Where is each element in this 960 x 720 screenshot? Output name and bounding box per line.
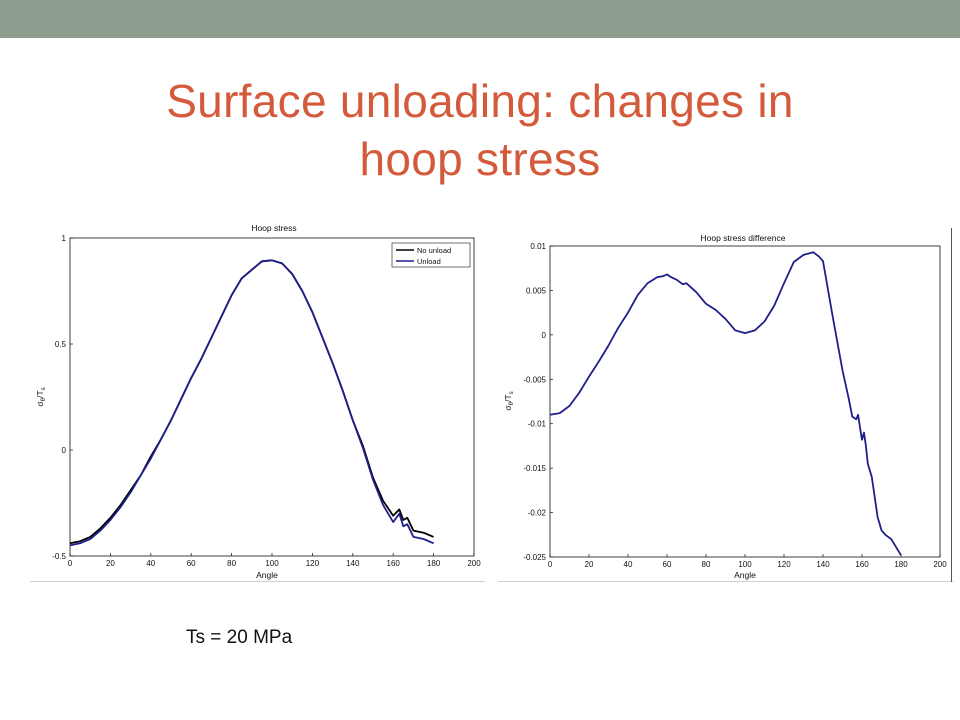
footnote: Ts = 20 MPa <box>186 627 293 648</box>
y-tick-label: 0.01 <box>530 242 546 251</box>
x-tick-label: 40 <box>146 559 155 568</box>
y-axis-label: σθ/Ts <box>35 387 47 406</box>
x-tick-label: 120 <box>777 560 791 569</box>
y-tick-label: 0 <box>62 446 67 455</box>
y-tick-label: 0.005 <box>526 286 547 295</box>
slide-title: Surface unloading: changes in hoop stres… <box>80 72 880 188</box>
hoop-stress-difference-chart: Hoop stress difference 0 20 40 60 80 100 120 14… <box>498 228 953 582</box>
y-tick-label: 0.5 <box>55 340 67 349</box>
y-axis-label: σθ/Ts <box>503 391 515 410</box>
x-tick-label: 180 <box>427 559 441 568</box>
x-tick-label: 60 <box>663 560 672 569</box>
x-tick-label: 80 <box>702 560 711 569</box>
difference-series-line <box>549 251 902 556</box>
y-tick-label: -0.015 <box>523 464 546 473</box>
x-tick-label: 40 <box>624 560 633 569</box>
y-tick-label: 0 <box>542 331 547 340</box>
slide-title-line-2: hoop stress <box>359 133 601 185</box>
legend-no-unload-label: No unload <box>417 246 451 255</box>
x-tick-label: 160 <box>387 559 401 568</box>
y-tick-label: -0.5 <box>52 552 66 561</box>
x-tick-label: 200 <box>467 559 481 568</box>
y-tick-label: -0.02 <box>528 509 547 518</box>
y-tick-label: -0.025 <box>523 553 546 562</box>
x-tick-label: 0 <box>68 559 73 568</box>
chart-title: Hoop stress difference <box>701 233 786 243</box>
slide-title-line-1: Surface unloading: changes in <box>166 75 794 127</box>
axis-ticks: 0 20 40 60 80 100 120 140 160 180 200-0.500.51 <box>52 234 481 568</box>
x-tick-label: 160 <box>855 560 869 569</box>
unload-series-line <box>69 259 434 547</box>
y-tick-label: 1 <box>62 234 67 243</box>
chart-title: Hoop stress <box>251 223 296 233</box>
y-tick-label: -0.005 <box>523 375 546 384</box>
x-tick-label: 180 <box>894 560 908 569</box>
x-tick-label: 100 <box>738 560 752 569</box>
x-tick-label: 140 <box>816 560 830 569</box>
x-axis-label: Angle <box>734 570 756 580</box>
legend: No unload Unload <box>391 242 471 268</box>
series-lines <box>549 251 902 556</box>
plot-area <box>549 245 941 558</box>
x-tick-label: 100 <box>265 559 279 568</box>
legend-box <box>391 242 471 268</box>
x-axis-label: Angle <box>256 570 278 580</box>
x-tick-label: 60 <box>187 559 196 568</box>
top-accent-bar <box>0 0 960 38</box>
x-tick-label: 200 <box>933 560 947 569</box>
series-lines <box>69 259 434 547</box>
x-tick-label: 20 <box>585 560 594 569</box>
hoop-stress-chart: Hoop stress 0 20 40 60 80 100 120 140 160 180 200 -… <box>30 223 485 582</box>
legend-unload-label: Unload <box>417 257 441 266</box>
plot-area <box>69 237 475 557</box>
x-tick-label: 0 <box>548 560 553 569</box>
y-tick-label: -0.01 <box>528 420 547 429</box>
x-tick-label: 140 <box>346 559 360 568</box>
x-tick-label: 20 <box>106 559 115 568</box>
x-tick-label: 120 <box>306 559 320 568</box>
axis-ticks: 0 20 40 60 80 100 120 140 160 180 200 -0.025 -0.02 -0… <box>523 242 947 569</box>
x-tick-label: 80 <box>227 559 236 568</box>
